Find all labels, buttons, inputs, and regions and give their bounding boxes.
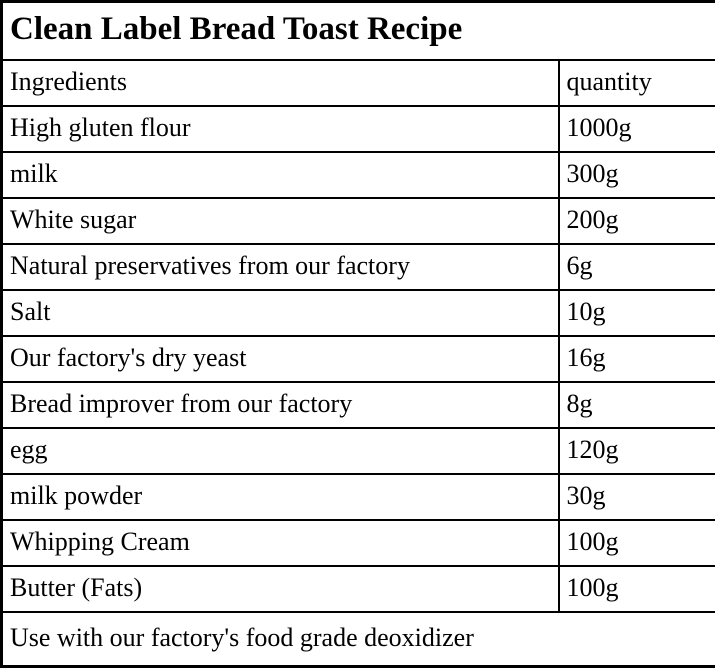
ingredient-cell: milk (2, 152, 559, 198)
ingredient-cell: White sugar (2, 198, 559, 244)
footer-row: Use with our factory's food grade deoxid… (2, 612, 715, 667)
table-row: Natural preservatives from our factory 6… (2, 244, 715, 290)
quantity-cell: 16g (559, 336, 715, 382)
table-row: milk 300g (2, 152, 715, 198)
title-row: Clean Label Bread Toast Recipe (2, 2, 715, 61)
ingredient-cell: Our factory's dry yeast (2, 336, 559, 382)
quantity-cell: 1000g (559, 106, 715, 152)
quantity-cell: 8g (559, 382, 715, 428)
ingredient-cell: milk powder (2, 474, 559, 520)
table-row: egg 120g (2, 428, 715, 474)
column-header-ingredients: Ingredients (2, 60, 559, 106)
table-row: Whipping Cream 100g (2, 520, 715, 566)
ingredient-cell: High gluten flour (2, 106, 559, 152)
quantity-cell: 300g (559, 152, 715, 198)
quantity-cell: 10g (559, 290, 715, 336)
quantity-cell: 30g (559, 474, 715, 520)
table-row: High gluten flour 1000g (2, 106, 715, 152)
table-row: Salt 10g (2, 290, 715, 336)
table-row: Our factory's dry yeast 16g (2, 336, 715, 382)
footer-note: Use with our factory's food grade deoxid… (2, 612, 715, 667)
quantity-cell: 200g (559, 198, 715, 244)
table-row: Bread improver from our factory 8g (2, 382, 715, 428)
table-row: White sugar 200g (2, 198, 715, 244)
ingredient-cell: Whipping Cream (2, 520, 559, 566)
quantity-cell: 100g (559, 566, 715, 612)
table-row: Butter (Fats) 100g (2, 566, 715, 612)
quantity-cell: 6g (559, 244, 715, 290)
column-header-quantity: quantity (559, 60, 715, 106)
ingredient-cell: egg (2, 428, 559, 474)
quantity-cell: 120g (559, 428, 715, 474)
ingredient-cell: Natural preservatives from our factory (2, 244, 559, 290)
page-title: Clean Label Bread Toast Recipe (2, 2, 715, 61)
table-row: milk powder 30g (2, 474, 715, 520)
quantity-cell: 100g (559, 520, 715, 566)
header-row: Ingredients quantity (2, 60, 715, 106)
ingredient-cell: Salt (2, 290, 559, 336)
ingredient-cell: Butter (Fats) (2, 566, 559, 612)
ingredient-cell: Bread improver from our factory (2, 382, 559, 428)
